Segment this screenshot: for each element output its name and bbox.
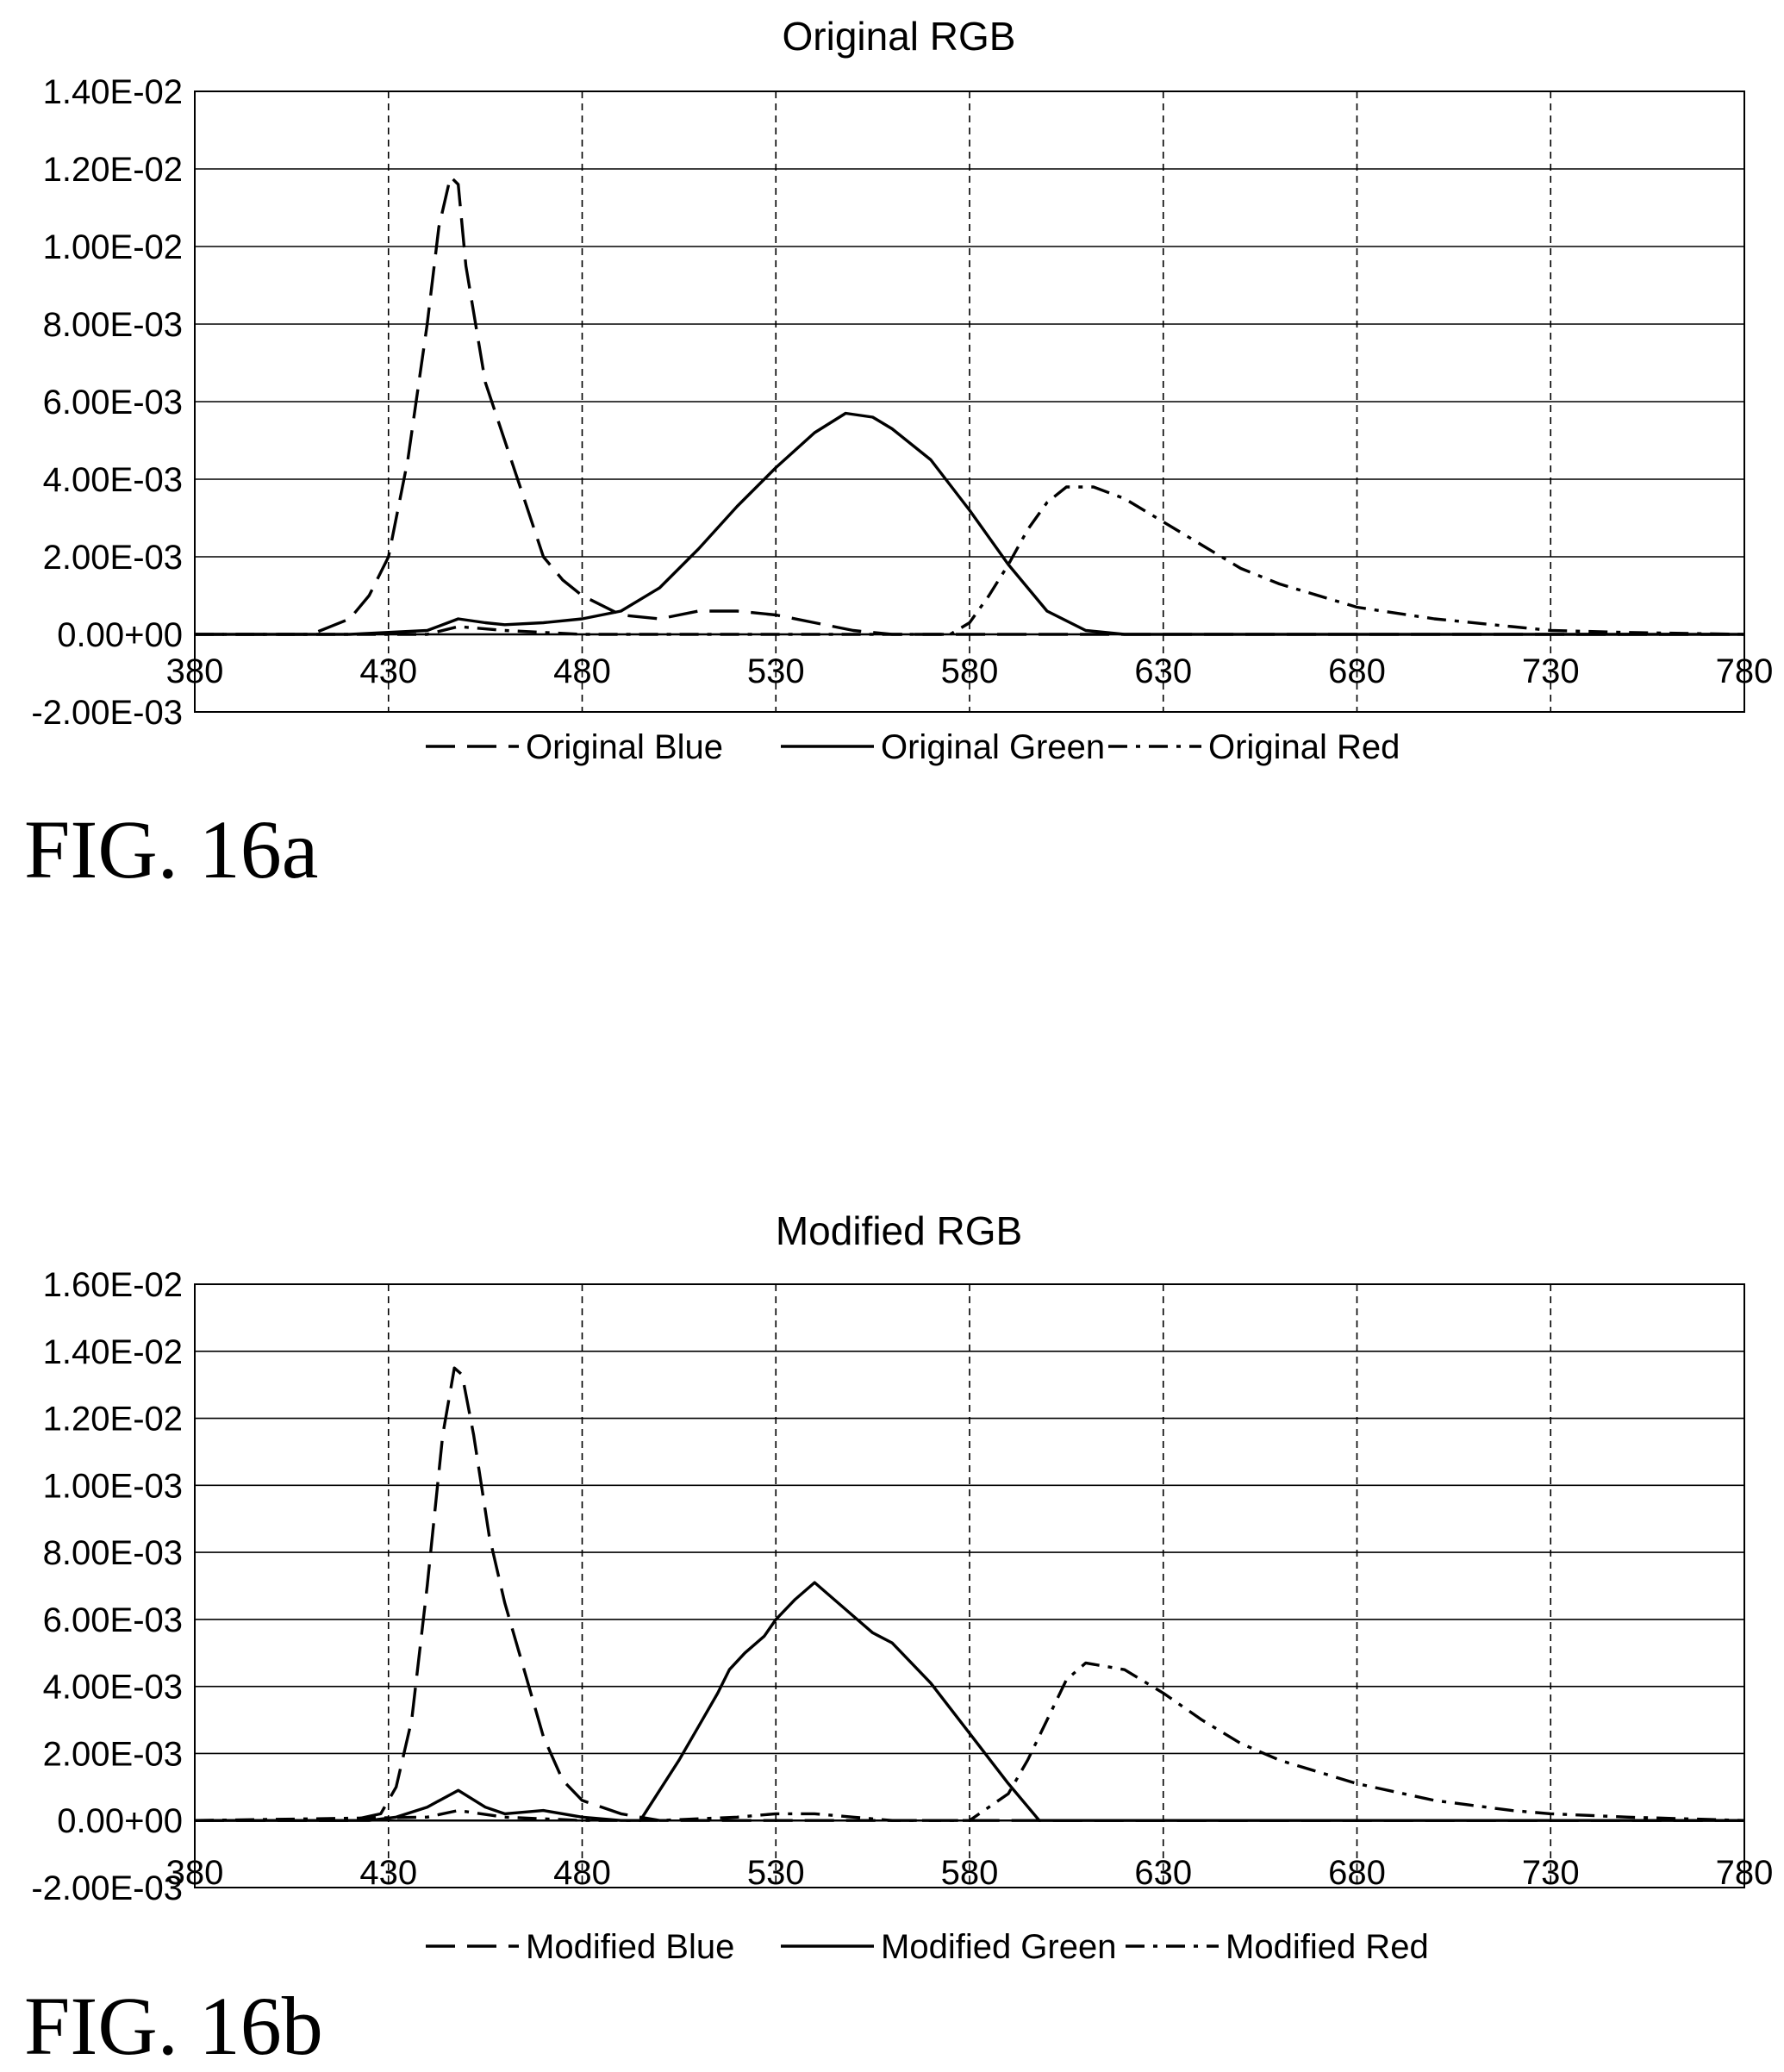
x-tick-label: 380	[166, 652, 224, 690]
series-line-original-red	[195, 485, 1745, 636]
legend-entry: Original Green	[881, 728, 1105, 766]
legend-entry: Modified Green	[881, 1928, 1116, 1966]
series-line-modified-blue	[195, 1366, 1744, 1822]
chart-modified-rgb: Modified RGB 1.60E-02 1.40E-02 1.20E-02 1.0…	[31, 1208, 1773, 1966]
y-tick-label: 8.00E-03	[43, 1534, 183, 1572]
y-tick-label: -2.00E-03	[31, 1869, 183, 1907]
legend-entry: Modified Blue	[526, 1928, 734, 1966]
y-tick-label: 4.00E-03	[43, 1669, 183, 1707]
x-tick-label: 480	[553, 1854, 611, 1892]
x-tick-label: 530	[747, 652, 805, 690]
plot-frame	[194, 1283, 1745, 1888]
x-tick-label: 680	[1328, 1854, 1386, 1892]
y-tick-label: 1.40E-02	[43, 73, 183, 111]
figure-label-16a: FIG. 16a	[24, 803, 319, 896]
y-tick-label: 6.00E-03	[43, 384, 183, 421]
x-tick-label: 780	[1716, 1854, 1774, 1892]
y-tick-label: 0.00+00	[57, 616, 183, 654]
x-tick-label: 580	[941, 1854, 999, 1892]
x-tick-label: 680	[1328, 652, 1386, 690]
series-line-original-green	[195, 411, 1744, 636]
x-tick-label: 380	[166, 1854, 224, 1892]
figure-label-16b: FIG. 16b	[24, 1980, 323, 2072]
y-tick-label: 0.00+00	[57, 1802, 183, 1840]
series-line-modified-green	[195, 1581, 1744, 1822]
x-tick-label: 480	[553, 652, 611, 690]
y-tick-label: 1.20E-02	[43, 151, 183, 189]
chart-title: Original RGB	[783, 14, 1016, 59]
y-tick-label: 4.00E-03	[43, 461, 183, 499]
x-tick-label: 430	[359, 652, 417, 690]
y-tick-label: 1.00E-03	[43, 1467, 183, 1505]
chart-title: Modified RGB	[776, 1208, 1022, 1253]
y-tick-label: 2.00E-03	[43, 539, 183, 577]
x-tick-label: 780	[1716, 652, 1774, 690]
y-tick-label: 1.00E-02	[43, 228, 183, 266]
x-tick-label: 630	[1134, 1854, 1192, 1892]
y-tick-label: 1.20E-02	[43, 1401, 183, 1439]
x-tick-label: 580	[941, 652, 999, 690]
y-tick-label: -2.00E-03	[31, 694, 183, 732]
x-tick-label: 430	[359, 1854, 417, 1892]
x-tick-label: 730	[1522, 652, 1580, 690]
legend-entry: Modified Red	[1226, 1928, 1429, 1966]
legend-entry: Original Red	[1208, 728, 1400, 766]
x-tick-label: 730	[1522, 1854, 1580, 1892]
y-tick-label: 6.00E-03	[43, 1601, 183, 1639]
y-tick-label: 1.60E-02	[43, 1266, 183, 1304]
y-tick-label: 8.00E-03	[43, 306, 183, 344]
y-tick-label: 2.00E-03	[43, 1735, 183, 1773]
x-tick-label: 530	[747, 1854, 805, 1892]
legend-entry: Original Blue	[526, 728, 723, 766]
plot-frame	[194, 90, 1745, 713]
y-tick-label: 1.40E-02	[43, 1333, 183, 1371]
x-tick-label: 630	[1134, 652, 1192, 690]
chart-original-rgb: Original RGB 1.40E-02 1.20E-02 1.00E-02 8.0…	[31, 14, 1773, 766]
